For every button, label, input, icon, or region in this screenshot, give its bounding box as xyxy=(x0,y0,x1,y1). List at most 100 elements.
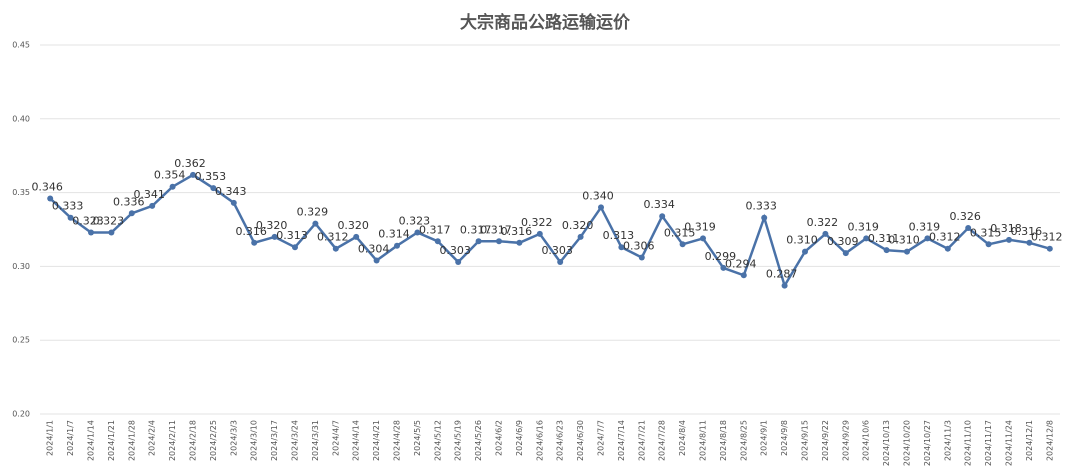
data-label: 0.319 xyxy=(909,220,941,233)
point xyxy=(761,214,768,221)
data-label: 0.312 xyxy=(317,231,349,244)
data-label: 0.333 xyxy=(52,200,84,213)
data-label: 0.322 xyxy=(521,216,553,229)
point xyxy=(924,235,931,242)
data-label: 0.310 xyxy=(888,234,920,247)
point xyxy=(149,202,156,209)
x-tick-label: 2024/9/22 xyxy=(821,420,830,461)
point xyxy=(434,238,441,245)
point xyxy=(1046,245,1053,252)
data-label: 0.320 xyxy=(562,219,594,232)
x-tick-label: 2024/5/12 xyxy=(433,420,442,461)
x-tick-label: 2024/8/4 xyxy=(678,420,687,456)
point xyxy=(557,258,564,265)
x-tick-label: 2024/1/7 xyxy=(66,420,75,456)
data-label: 0.317 xyxy=(419,223,451,236)
line xyxy=(49,173,1051,289)
x-tick-label: 2024/2/4 xyxy=(148,420,157,456)
point xyxy=(536,230,543,237)
point xyxy=(883,247,890,254)
data-label: 0.341 xyxy=(133,188,165,201)
data-label: 0.319 xyxy=(847,220,879,233)
point xyxy=(67,214,74,221)
point xyxy=(679,241,686,248)
x-tick-label: 2024/2/11 xyxy=(168,420,177,461)
point xyxy=(659,213,666,220)
x-tick-label: 2024/6/16 xyxy=(535,420,544,461)
data-label: 0.322 xyxy=(807,216,839,229)
data-label: 0.299 xyxy=(705,250,737,263)
data-label: 0.354 xyxy=(154,169,186,182)
data-label: 0.329 xyxy=(297,206,329,219)
point xyxy=(985,241,992,248)
data-label: 0.313 xyxy=(276,229,308,242)
x-tick-label: 2024/8/18 xyxy=(719,420,728,461)
data-label: 0.316 xyxy=(501,225,533,238)
point xyxy=(373,257,380,264)
x-tick-label: 2024/9/8 xyxy=(780,420,789,456)
x-tick-label: 2024/11/3 xyxy=(943,420,952,461)
x-tick-label: 2024/10/13 xyxy=(882,420,891,466)
x-tick-label: 2024/4/28 xyxy=(393,420,402,461)
point xyxy=(802,248,808,255)
x-tick-label: 2024/8/25 xyxy=(739,420,748,461)
y-tick-label: 0.45 xyxy=(12,41,30,50)
data-label: 0.334 xyxy=(643,198,675,211)
x-tick-label: 2024/7/21 xyxy=(637,420,646,461)
point xyxy=(781,282,788,289)
data-label: 0.346 xyxy=(31,181,63,194)
x-tick-label: 2024/11/24 xyxy=(1005,420,1014,466)
x-tick-label: 2024/7/7 xyxy=(597,420,606,456)
data-label: 0.312 xyxy=(1031,231,1063,244)
data-label: 0.320 xyxy=(256,219,288,232)
data-label: 0.304 xyxy=(358,242,390,255)
y-tick-label: 0.30 xyxy=(12,262,30,271)
y-tick-label: 0.20 xyxy=(12,410,30,419)
x-tick-label: 2024/9/15 xyxy=(801,420,810,461)
data-label: 0.306 xyxy=(623,240,655,253)
point xyxy=(842,250,849,257)
x-tick-label: 2024/12/8 xyxy=(1045,420,1054,461)
x-tick-label: 2024/7/14 xyxy=(617,420,626,461)
x-tick-label: 2024/2/18 xyxy=(189,420,198,461)
point xyxy=(414,229,421,236)
x-tick-label: 2024/3/17 xyxy=(270,420,279,461)
x-tick-label: 2024/5/26 xyxy=(474,420,483,461)
point xyxy=(496,238,502,245)
x-tick-label: 2024/3/3 xyxy=(229,420,238,456)
y-tick-label: 0.40 xyxy=(12,114,30,123)
data-label: 0.326 xyxy=(949,210,981,223)
point xyxy=(394,242,400,249)
point xyxy=(944,245,951,252)
point xyxy=(965,225,972,232)
x-tick-label: 2024/6/23 xyxy=(556,420,565,461)
point xyxy=(88,229,94,236)
x-tick-label: 2024/2/25 xyxy=(209,420,218,461)
x-tick-label: 2024/5/5 xyxy=(413,420,422,456)
data-label: 0.362 xyxy=(174,157,206,170)
x-tick-label: 2024/3/24 xyxy=(291,420,300,461)
point xyxy=(271,233,278,240)
x-tick-label: 2024/11/17 xyxy=(984,420,993,466)
x-tick-label: 2024/4/7 xyxy=(331,420,340,456)
data-label: 0.310 xyxy=(786,234,818,247)
data-label: 0.320 xyxy=(337,219,369,232)
point xyxy=(863,235,870,242)
data-label: 0.340 xyxy=(582,189,614,202)
point xyxy=(251,239,258,246)
data-label: 0.343 xyxy=(215,185,247,198)
data-label: 0.312 xyxy=(929,231,961,244)
data-label: 0.303 xyxy=(439,244,471,257)
x-tick-label: 2024/7/28 xyxy=(658,420,667,461)
point xyxy=(47,195,54,202)
x-tick-label: 2024/8/11 xyxy=(699,420,708,461)
x-tick-label: 2024/6/2 xyxy=(495,420,504,456)
data-label: 0.315 xyxy=(970,226,1002,239)
x-tick-label: 2024/6/30 xyxy=(576,420,585,461)
point xyxy=(700,235,706,242)
data-label: 0.313 xyxy=(603,229,635,242)
point xyxy=(618,244,625,251)
data-label: 0.353 xyxy=(195,170,227,183)
data-label: 0.314 xyxy=(378,228,410,241)
